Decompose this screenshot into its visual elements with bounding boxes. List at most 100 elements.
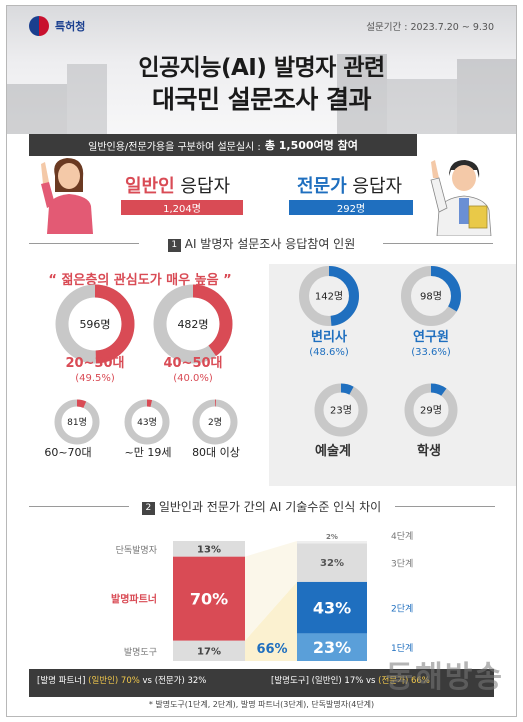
donut-80plus-slice [192,399,238,445]
donut-under19-count: 43명 [137,417,157,428]
donut-arts-count: 23명 [330,405,352,417]
divider [29,506,129,507]
expert-group-title: 전문가 응답자 [297,172,402,198]
general-group-title: 일반인 응답자 [125,172,230,198]
expert-panel-background [269,264,516,486]
donut-student-slice [404,383,458,437]
label-student: 학생 [417,444,441,459]
expert-bar-2 [297,543,367,582]
donut-60-70-slice [54,399,100,445]
expert-bar-label-0: 23% [313,638,351,657]
label-patent-attorney-name: 변리사 [311,330,347,345]
woman-illustration [41,158,93,234]
expert-bar-0 [297,633,367,661]
subtitle-total: 총 1,500여명 참여 [264,139,358,152]
donut-student: 29명 [404,383,458,437]
donut-40-50-slice [153,284,233,364]
expert-category-2: 3단계 [391,558,413,570]
general-bar-label-2: 13% [197,544,221,555]
section2-number: 2 [141,502,155,515]
general-group-name: 일반인 [125,176,175,197]
expert-category-0: 1단계 [391,642,413,654]
divider [29,243,139,244]
summary-tool-prefix: [발명도구] (일반인) 17% vs [271,676,379,686]
expert-tool-total-label: 66% [256,642,287,657]
donut-80plus: 2명 [192,399,238,445]
general-category-1: 발명파트너 [111,593,157,606]
respondent-donut-charts: 596명 482명 81명 43명 2명 142명 98명 23명 29명 [54,266,461,445]
page-title-line1: 인공지능(AI) 발명자 관련 [138,55,385,81]
donut-patent-attorney-count: 142명 [315,291,343,303]
expert-bar-label-1: 43% [313,598,351,617]
general-bar-0 [173,640,245,661]
divider [395,506,495,507]
general-group-suffix: 응답자 [174,176,231,197]
survey-period: 설문기간 : 2023.7.20 ~ 9.30 [366,22,494,33]
section1-title: AI 발명자 설문조사 응답참여 인원 [184,237,356,251]
donut-student-count: 29명 [420,405,442,417]
general-bar-1 [173,556,245,641]
general-count-badge: 1,204명 [121,200,243,215]
government-emblem-icon [29,16,49,36]
summary-partner: [발명 파트너] (일반인) 70% vs (전문가) 32% [37,674,206,686]
expert-bar-1 [297,581,367,634]
header-banner: 특허청 설문기간 : 2023.7.20 ~ 9.30 인공지능(AI) 발명자… [7,6,516,134]
label-20-30-name: 20~30대 [65,356,125,371]
summary-bar: [발명 파트너] (일반인) 70% vs (전문가) 32% [발명도구] (… [29,669,494,697]
donut-researcher-slice [401,266,461,326]
general-bar-label-0: 17% [197,646,221,657]
org-logo: 특허청 [29,16,85,36]
summary-tool: [발명도구] (일반인) 17% vs (전문가) 66% [271,674,430,686]
donut-under19-slice [124,399,170,445]
background-city-image [7,54,516,134]
expert-count-badge: 292명 [289,200,413,215]
infographic: 특허청 설문기간 : 2023.7.20 ~ 9.30 인공지능(AI) 발명자… [6,5,517,717]
donut-80plus-count: 2명 [208,417,222,428]
label-researcher-pct: (33.6%) [411,347,451,358]
label-80plus: 80대 이상 [192,446,240,459]
donut-60-70: 81명 [54,399,100,445]
watermark-text: 동해방송 [385,660,504,695]
expert-category-1: 2단계 [391,603,413,615]
label-researcher: 연구원 (33.6%) [391,330,471,360]
donut-20-30-count: 596명 [79,318,110,331]
org-name: 특허청 [55,20,86,33]
donut-researcher: 98명 [401,266,461,326]
general-bar-2 [173,541,245,557]
label-40-50: 40~50대 (40.0%) [143,356,243,386]
label-20-30-pct: (49.5%) [75,373,115,384]
label-under19: ~만 19세 [124,446,172,459]
donut-60-70-count: 81명 [67,417,87,428]
summary-tool-highlight: (전문가) 66% [378,676,430,686]
section2-title: 일반인과 전문가 간의 AI 기술수준 인식 차이 [158,500,382,514]
label-arts: 예술계 [315,444,351,459]
subtitle-bar: 일반인용/전문가용을 구분하여 설문실시 : 총 1,500여명 참여 [29,134,417,156]
donut-40-50: 482명 [153,284,233,364]
expert-bar-label-3: 2% [326,533,338,541]
general-category-2: 단독발명자 [116,545,158,556]
label-40-50-name: 40~50대 [163,356,223,371]
section1-number: 1 [167,239,181,252]
highlight-quote: “ 젊은층의 관심도가 매우 높음 ” [48,273,232,288]
section2-heading: 2 일반인과 전문가 간의 AI 기술수준 인식 차이 [7,498,516,515]
man-illustration [430,160,492,236]
divider [383,243,493,244]
donut-20-30-slice [55,284,135,364]
donut-arts: 23명 [314,383,368,437]
summary-partner-prefix: [발명 파트너] [37,676,89,686]
expert-group-suffix: 응답자 [346,176,403,197]
expert-group-name: 전문가 [297,176,347,197]
general-bar-label-1: 70% [190,589,228,608]
label-patent-attorney-pct: (48.6%) [309,347,349,358]
donut-patent-attorney: 142명 [299,266,359,326]
donut-researcher-count: 98명 [420,291,442,303]
label-20-30: 20~30대 (49.5%) [45,356,145,386]
summary-partner-highlight: (일반인) 70% [88,676,140,686]
label-patent-attorney: 변리사 (48.6%) [289,330,369,360]
expert-bar-3 [297,541,367,544]
label-60-70: 60~70대 [44,446,92,459]
expert-bar-label-2: 32% [320,558,344,569]
donut-patent-attorney-slice [299,266,359,326]
donut-40-50-count: 482명 [177,318,208,331]
donut-under19: 43명 [124,399,170,445]
